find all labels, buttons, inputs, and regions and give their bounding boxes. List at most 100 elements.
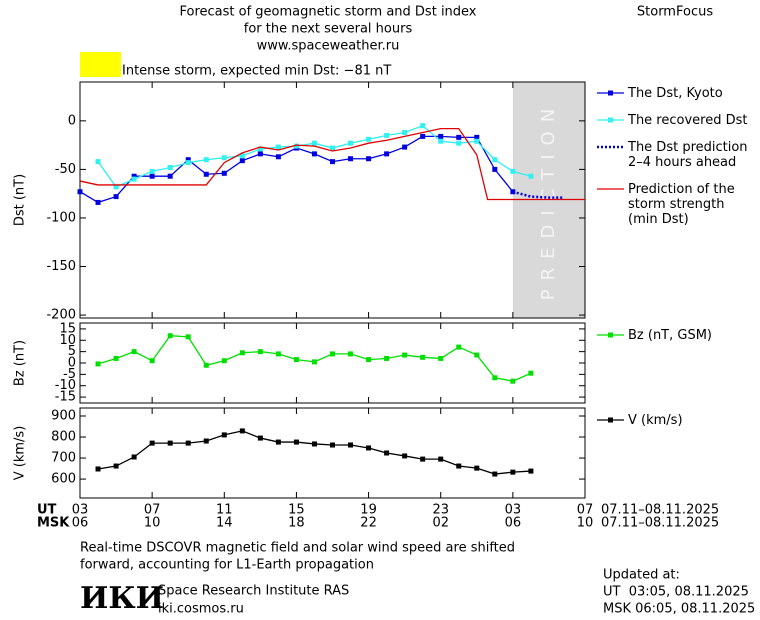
- series-marker: [438, 456, 444, 462]
- x-tick-label: 07: [144, 503, 161, 518]
- series-marker: [203, 438, 209, 444]
- series-marker: [257, 435, 263, 441]
- y-tick-label: 800: [51, 430, 76, 445]
- series-marker: [330, 145, 335, 151]
- institute: Space Research Institute RAS: [158, 584, 349, 599]
- series-marker: [239, 153, 245, 159]
- legend-line: 2–4 hours ahead: [628, 155, 736, 170]
- series-marker: [95, 361, 101, 367]
- y-tick-label: -200: [46, 308, 76, 323]
- series-marker: [113, 463, 119, 469]
- legend-label: Prediction of the storm strength (min Dst): [628, 182, 735, 227]
- series-marker: [239, 428, 245, 434]
- series-line: [512, 190, 564, 199]
- series-marker: [257, 146, 263, 152]
- y-tick-label: -5: [63, 367, 76, 382]
- legend-line: Prediction of the: [628, 182, 735, 197]
- series-marker: [167, 333, 173, 339]
- updated: MSK 06:05, 08.11.2025: [603, 602, 755, 617]
- series-marker: [167, 440, 173, 446]
- series-marker: [366, 445, 372, 451]
- series-marker: [95, 159, 101, 165]
- legend-line: (min Dst): [628, 212, 689, 227]
- legend-marker: [608, 117, 613, 123]
- series-marker: [275, 351, 281, 357]
- series-marker: [311, 441, 317, 447]
- series-marker: [95, 466, 101, 472]
- legend-line: storm strength: [628, 197, 725, 212]
- x-tick-label: 23: [432, 503, 449, 518]
- legend-line: The Dst, Kyoto: [627, 86, 723, 101]
- x-tick-label: 06: [505, 516, 522, 531]
- plot-frame: [79, 322, 586, 404]
- series-marker: [113, 355, 119, 361]
- series-marker: [474, 465, 480, 471]
- y-tick-label: 0: [68, 113, 76, 128]
- series-marker: [293, 439, 299, 445]
- series-marker: [311, 151, 317, 157]
- series-marker: [131, 173, 137, 179]
- series-line: [79, 127, 585, 201]
- alert-text: Intense storm, expected min Dst: −81 nT: [122, 64, 391, 79]
- series-marker: [167, 173, 173, 179]
- series-marker: [149, 173, 155, 179]
- series-marker: [203, 171, 209, 177]
- x-tick-label: 19: [360, 503, 377, 518]
- x-tick-label: 03: [72, 503, 89, 518]
- series-marker: [402, 130, 408, 136]
- series-line: [97, 430, 531, 475]
- x-tick-label: 06: [72, 516, 89, 531]
- x-tick-label: 10: [577, 516, 594, 531]
- series-marker: [474, 134, 480, 140]
- series-marker: [221, 155, 227, 161]
- series-marker: [293, 357, 299, 363]
- site: iki.cosmos.ru: [158, 602, 244, 617]
- series-marker: [311, 359, 317, 365]
- series-marker: [384, 132, 390, 138]
- series-marker: [384, 450, 390, 456]
- y-tick-label: 0: [68, 356, 76, 371]
- series-marker: [420, 354, 426, 360]
- title-line: Forecast of geomagnetic storm and Dst in…: [179, 5, 476, 20]
- series-marker: [420, 133, 426, 139]
- series-marker: [348, 140, 354, 146]
- series-marker: [402, 453, 408, 459]
- series-marker: [366, 136, 372, 142]
- series-marker: [348, 442, 354, 448]
- x-tick-label: 03: [505, 503, 522, 518]
- x-row-name: MSK: [37, 516, 70, 531]
- x-tick-label: 18: [288, 516, 305, 531]
- legend-label: The Dst, Kyoto: [627, 86, 723, 101]
- series-marker: [221, 358, 227, 364]
- series-marker: [239, 158, 245, 164]
- series-marker: [348, 351, 354, 357]
- series-marker: [366, 357, 372, 363]
- x-tick-label: 02: [432, 516, 449, 531]
- series-marker: [492, 375, 498, 381]
- legend-line: V (km/s): [628, 413, 683, 428]
- series-line: [97, 335, 532, 382]
- legend-label: The Dst prediction 2–4 hours ahead: [627, 140, 748, 170]
- y-tick-label: -150: [46, 259, 76, 274]
- legend-line: Bz (nT, GSM): [628, 328, 712, 343]
- series-marker: [131, 454, 137, 460]
- x-tick-label: 15: [288, 503, 305, 518]
- series-marker: [456, 344, 462, 350]
- series-marker: [492, 157, 498, 163]
- logo: ИКИ: [80, 581, 164, 616]
- series-marker: [185, 160, 191, 166]
- legend-label: V (km/s): [628, 413, 683, 428]
- y-tick-label: 700: [51, 451, 76, 466]
- footer-note: Real-time DSCOVR magnetic field and sola…: [80, 541, 515, 556]
- series-marker: [456, 140, 462, 146]
- series-marker: [275, 154, 281, 160]
- legend-marker: [608, 417, 613, 423]
- series-marker: [330, 159, 335, 165]
- title-line: for the next several hours: [244, 22, 413, 37]
- series-marker: [384, 355, 390, 361]
- legend-label: Bz (nT, GSM): [628, 328, 712, 343]
- series-marker: [95, 199, 101, 205]
- series-marker: [366, 156, 372, 162]
- series-marker: [203, 362, 209, 368]
